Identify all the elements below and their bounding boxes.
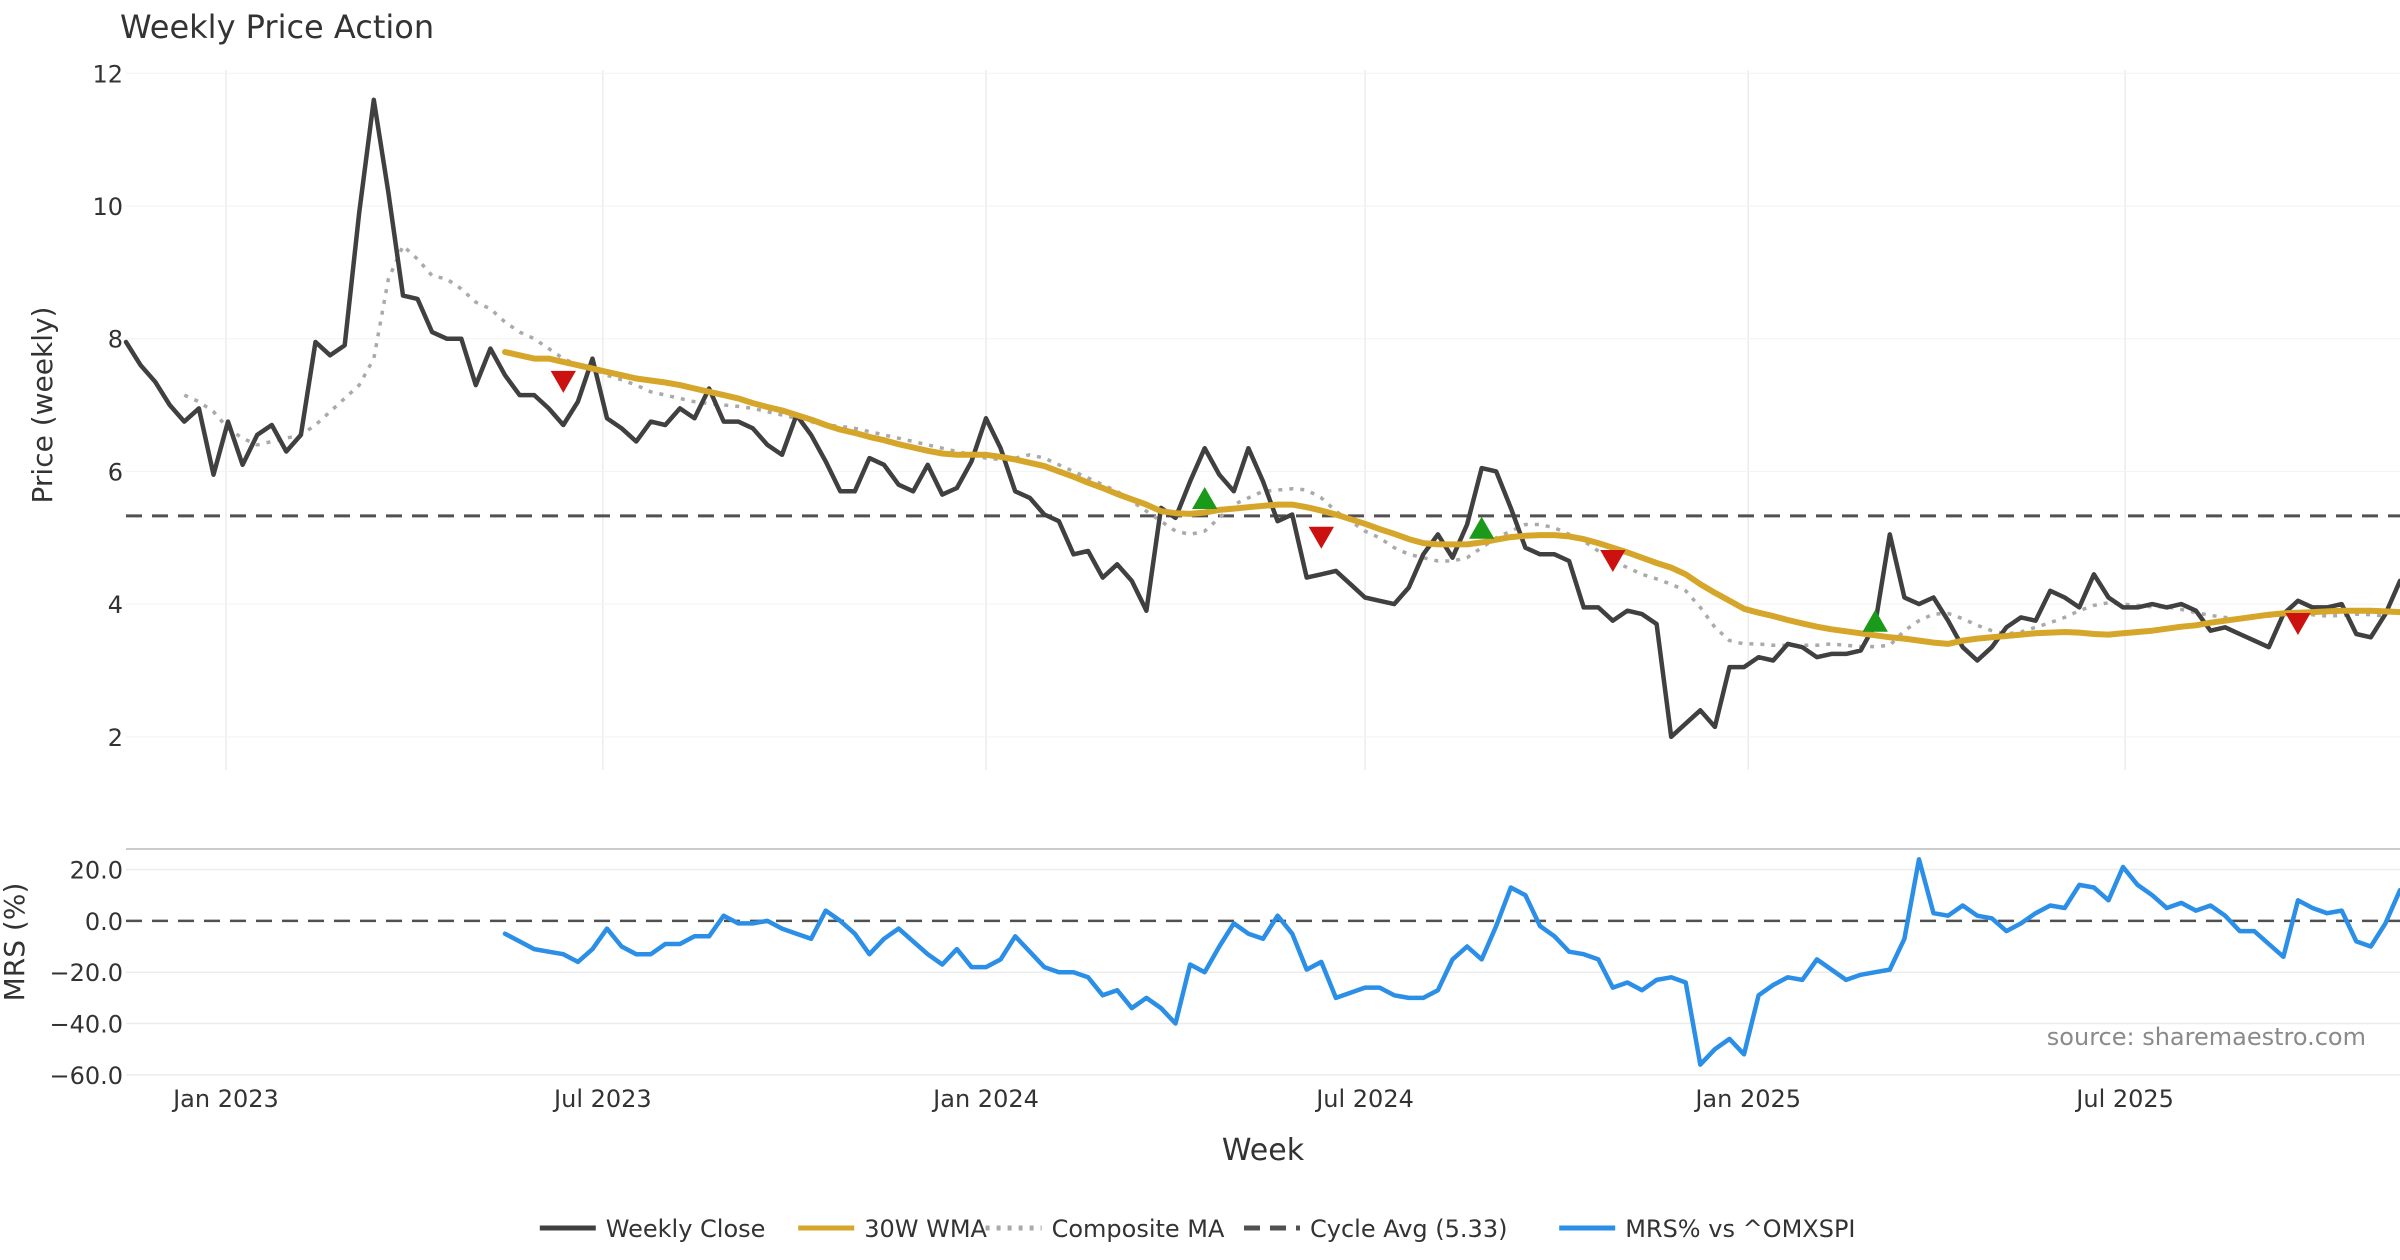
price-y-tick-label: 8 xyxy=(108,326,123,354)
source-note: source: sharemaestro.com xyxy=(2047,1023,2366,1051)
x-tick-labels: Jan 2023 Jul 2023 Jan 2024 Jul 2024 Jan 2025… xyxy=(171,1085,2174,1113)
legend-label: Composite MA xyxy=(1052,1215,1225,1243)
x-tick-label: Jan 2024 xyxy=(931,1085,1039,1113)
sell-signal-marker xyxy=(1308,526,1334,549)
price-y-axis-label: Price (weekly) xyxy=(26,307,59,504)
mrs-y-tick-label: 20.0 xyxy=(70,857,123,885)
price-series-group xyxy=(123,97,2400,740)
buy-signal-marker xyxy=(1469,516,1495,539)
buy-signal-marker xyxy=(1862,609,1888,632)
series-30w-wma xyxy=(502,349,2400,647)
y-tick-labels: 2 4 6 8 10 12 20.0 0.0 −20.0 −40.0 −60.0 xyxy=(49,60,123,1090)
series-mrs-vs-omxspi xyxy=(502,857,2400,1067)
legend-item-30w-wma: 30W WMA xyxy=(798,1215,988,1243)
mrs-y-tick-label: 0.0 xyxy=(85,908,123,936)
x-tick-label: Jan 2023 xyxy=(171,1085,279,1113)
x-tick-label: Jul 2024 xyxy=(1314,1085,1414,1113)
series-weekly-close xyxy=(123,97,2400,740)
sell-signal-marker xyxy=(550,370,576,393)
price-y-tick-label: 6 xyxy=(108,458,123,486)
legend-label: Cycle Avg (5.33) xyxy=(1310,1215,1507,1243)
x-axis-label: Week xyxy=(1222,1133,1305,1168)
mrs-y-tick-label: −60.0 xyxy=(49,1062,123,1090)
mrs-grid xyxy=(126,868,2400,1076)
legend-label: 30W WMA xyxy=(864,1215,987,1243)
series-composite-ma xyxy=(183,244,2386,649)
legend-label: Weekly Close xyxy=(606,1215,766,1243)
legend-item-cycle-avg-5-33: Cycle Avg (5.33) xyxy=(1244,1215,1507,1243)
mrs-y-tick-label: −40.0 xyxy=(49,1011,123,1039)
price-y-tick-label: 12 xyxy=(92,60,123,88)
mrs-y-tick-label: −20.0 xyxy=(49,959,123,987)
legend-item-weekly-close: Weekly Close xyxy=(539,1215,766,1243)
price-y-tick-label: 10 xyxy=(92,193,123,221)
x-tick-label: Jul 2023 xyxy=(552,1085,652,1113)
buy-signal-marker xyxy=(1192,486,1218,509)
sell-signal-marker xyxy=(2285,613,2311,636)
chart-title: Weekly Price Action xyxy=(120,8,434,46)
legend-item-mrs-vs-omxspi: MRS% vs ^OMXSPI xyxy=(1559,1215,1856,1243)
price-y-tick-label: 4 xyxy=(108,591,123,619)
price-y-tick-label: 2 xyxy=(108,724,123,752)
legend-item-composite-ma: Composite MA xyxy=(985,1215,1225,1243)
sell-signal-marker xyxy=(1600,549,1626,572)
mrs-series-group xyxy=(502,857,2400,1067)
mrs-y-axis-label: MRS (%) xyxy=(0,883,31,1002)
legend-label: MRS% vs ^OMXSPI xyxy=(1625,1215,1855,1243)
x-tick-label: Jul 2025 xyxy=(2074,1085,2174,1113)
signal-markers xyxy=(550,370,2311,636)
x-tick-label: Jan 2025 xyxy=(1693,1085,1801,1113)
legend: Weekly Close 30W WMA Composite MA Cycle Avg… xyxy=(539,1215,1856,1243)
